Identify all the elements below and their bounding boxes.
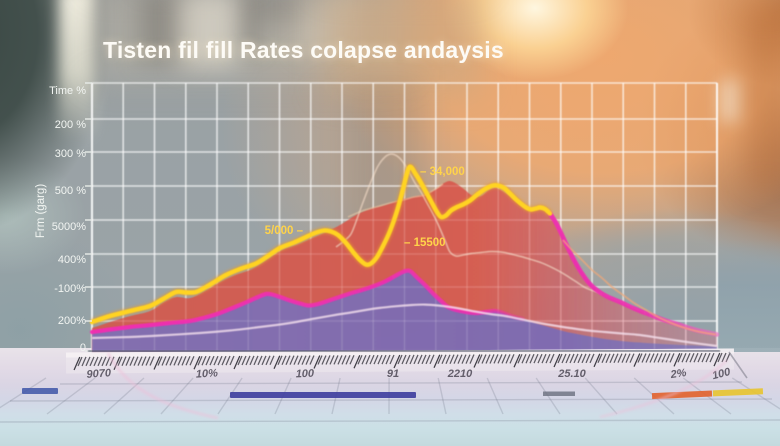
svg-text:200 %: 200 % <box>55 119 86 131</box>
svg-text:– 15500: – 15500 <box>404 237 446 249</box>
svg-text:Frm (garg): Frm (garg) <box>35 184 47 238</box>
svg-text:200%: 200% <box>58 315 86 327</box>
svg-text:25.10: 25.10 <box>557 368 586 380</box>
svg-text:Time %: Time % <box>49 85 86 97</box>
svg-text:0: 0 <box>80 342 86 354</box>
svg-text:91: 91 <box>387 368 399 380</box>
svg-text:400%: 400% <box>58 254 86 266</box>
svg-text:300 %: 300 % <box>55 148 86 160</box>
svg-text:-100%: -100% <box>54 283 86 295</box>
svg-text:500 %: 500 % <box>55 185 86 197</box>
svg-text:2%: 2% <box>669 367 688 381</box>
svg-text:9070: 9070 <box>86 367 112 381</box>
svg-text:5000%: 5000% <box>52 221 86 233</box>
svg-text:5/000 –: 5/000 – <box>265 225 304 237</box>
svg-text:10%: 10% <box>196 367 219 380</box>
svg-text:100: 100 <box>296 368 316 381</box>
svg-text:– 34,000: – 34,000 <box>420 166 465 178</box>
svg-text:2210: 2210 <box>447 368 473 380</box>
